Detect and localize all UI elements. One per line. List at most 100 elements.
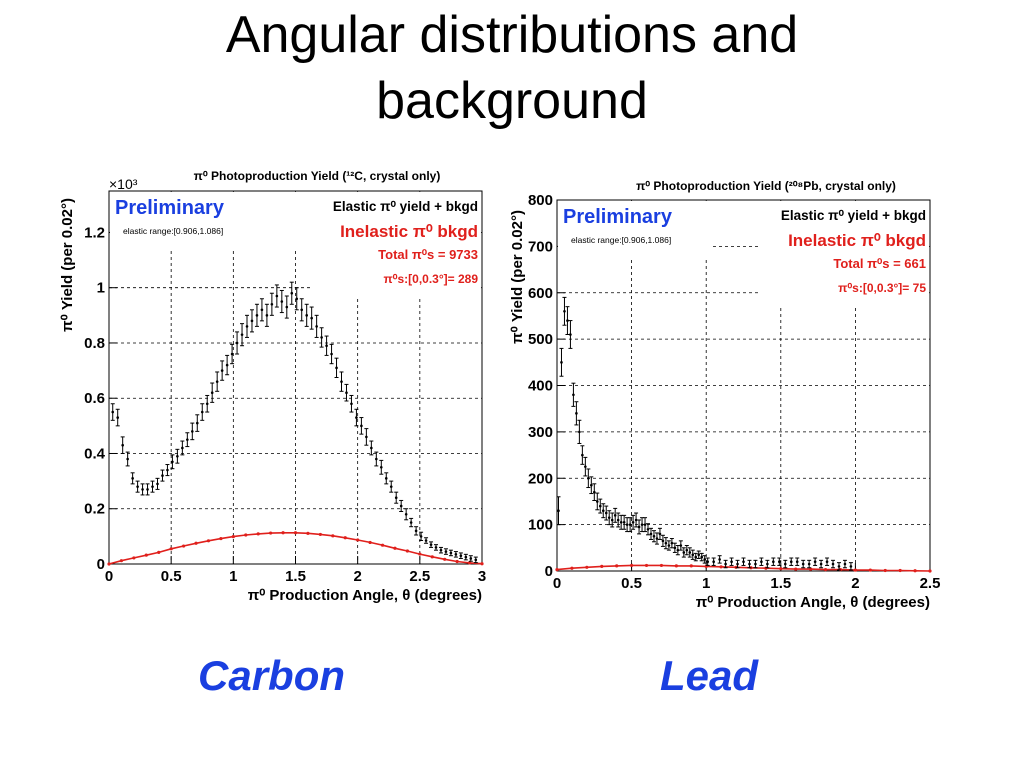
carbon-data-point: [444, 550, 448, 553]
carbon-data-point: [360, 424, 363, 428]
carbon-data-point: [136, 485, 139, 488]
carbon-data-point: [414, 529, 418, 533]
lead-data-point: [569, 333, 572, 336]
lead-preliminary-box: [558, 201, 710, 259]
carbon-data-point: [310, 316, 313, 320]
lead-data-point: [604, 511, 608, 515]
carbon-data-point: [141, 488, 144, 491]
carbon-data-point: [464, 555, 468, 559]
carbon-data-point: [300, 308, 304, 312]
lead-data-point: [637, 525, 641, 529]
lead-data-point: [783, 562, 787, 566]
lead-inelastic-point: [600, 564, 604, 568]
lead-legend-small-angle: π⁰s:[0,0.3°]= 75: [838, 281, 926, 295]
carbon-data-point: [350, 402, 353, 406]
lead-data-point: [595, 500, 599, 503]
lead-data-point: [754, 562, 757, 566]
lead-y-tick-label: 500: [528, 331, 553, 348]
lead-data-point: [772, 560, 775, 564]
carbon-data-point: [186, 438, 189, 441]
lead-data-point: [795, 560, 799, 564]
lead-data-point: [819, 562, 823, 566]
lead-data-point: [560, 361, 563, 364]
carbon-inelastic-point: [480, 562, 484, 566]
lead-inelastic-point: [853, 568, 857, 572]
carbon-data-point: [345, 391, 348, 394]
lead-data-point: [700, 555, 704, 559]
lead-x-tick-label: 2: [851, 575, 859, 592]
carbon-data-point: [240, 333, 244, 336]
carbon-data-point: [245, 325, 249, 328]
carbon-inelastic-point: [132, 556, 136, 560]
carbon-inelastic-point: [368, 540, 372, 545]
lead-y-tick-label: 100: [528, 517, 553, 534]
lead-data-point: [616, 518, 620, 522]
carbon-data-point: [121, 443, 124, 447]
carbon-x-tick-label: 2.5: [409, 568, 430, 585]
carbon-data-point: [295, 297, 299, 301]
lead-preliminary-label: Preliminary: [563, 206, 673, 228]
lead-data-point: [676, 548, 680, 552]
lead-elastic-range-label: elastic range:[0.906,1.086]: [571, 235, 671, 245]
carbon-data-point: [394, 496, 398, 499]
lead-data-point: [640, 523, 644, 526]
lead-data-point: [661, 539, 665, 543]
lead-inelastic-point: [570, 566, 574, 570]
carbon-data-point: [424, 539, 428, 542]
lead-chart-title: π⁰ Photoproduction Yield (²⁰⁸Pb, crystal…: [636, 179, 896, 193]
carbon-data-point: [220, 369, 224, 372]
carbon-legend-box: [310, 192, 481, 296]
carbon-data-point: [151, 485, 154, 488]
carbon-y-tick-label: 1.2: [84, 224, 105, 241]
lead-chart-panel: 0 0.5 1 1.5 2 2.5 0 100 200 300 400 500 600 700 800 π⁰ …: [506, 170, 950, 621]
carbon-inelastic-point: [244, 533, 248, 537]
carbon-legend-small-angle: π⁰s:[0,0.3°]= 289: [383, 272, 478, 286]
carbon-data-point: [205, 402, 209, 406]
lead-data-point: [670, 541, 674, 545]
carbon-data-point: [275, 294, 279, 298]
carbon-data-point: [270, 302, 274, 306]
lead-data-point: [837, 565, 841, 568]
carbon-inelastic-point: [318, 532, 322, 537]
lead-data-point: [694, 555, 698, 559]
carbon-data-point: [161, 474, 164, 477]
carbon-data-point: [210, 391, 214, 394]
carbon-data-point: [131, 477, 134, 480]
lead-inelastic-point: [868, 568, 872, 572]
lead-data-point: [736, 562, 739, 566]
lead-data-point: [718, 558, 721, 561]
lead-y-tick-label: 800: [528, 192, 553, 209]
lead-data-point: [584, 465, 587, 468]
carbon-y-tick-label: 0.2: [84, 501, 105, 518]
carbon-inelastic-point: [206, 539, 211, 543]
carbon-data-point: [429, 543, 433, 546]
carbon-data-point: [225, 363, 229, 367]
lead-inelastic-point: [913, 569, 917, 573]
lead-data-point: [643, 523, 647, 526]
lead-x-tick-label: 0.5: [621, 575, 642, 592]
lead-data-point: [557, 509, 560, 513]
carbon-data-point: [384, 477, 388, 480]
carbon-y-tick-label: 0.6: [84, 390, 105, 407]
lead-chart: 0 0.5 1 1.5 2 2.50100200300400500600700800π⁰ …: [509, 179, 940, 611]
carbon-x-tick-label: 0.5: [161, 568, 182, 585]
carbon-data-point: [434, 546, 438, 549]
carbon-data-point: [200, 410, 204, 414]
lead-inelastic-point: [719, 565, 723, 569]
lead-data-point: [849, 565, 853, 568]
lead-inelastic-point: [630, 563, 634, 568]
carbon-data-point: [375, 457, 378, 461]
lead-data-point: [575, 412, 578, 415]
lead-inelastic-point: [928, 569, 932, 573]
carbon-preliminary-box: [110, 192, 310, 250]
carbon-data-point: [176, 454, 179, 458]
lead-data-point: [658, 532, 662, 536]
lead-data-point: [843, 562, 847, 566]
carbon-data-point: [265, 314, 269, 317]
lead-data-point: [685, 548, 689, 552]
carbon-data-point: [146, 488, 149, 491]
lead-data-point: [652, 534, 656, 538]
lead-y-tick-label: 400: [528, 378, 553, 395]
lead-inelastic-point: [898, 568, 902, 573]
lead-data-point: [607, 516, 611, 519]
